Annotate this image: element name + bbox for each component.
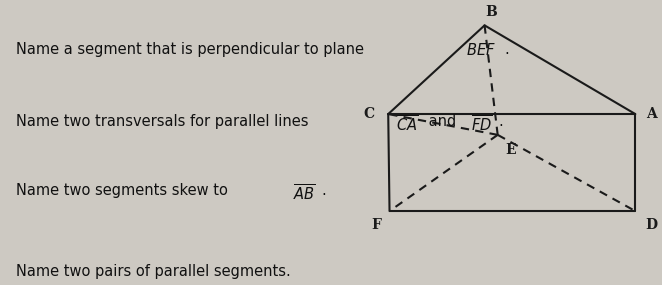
Text: Name two segments skew to: Name two segments skew to <box>16 183 232 198</box>
Text: $\overline{FD}$: $\overline{FD}$ <box>471 114 493 134</box>
Text: E: E <box>506 143 516 157</box>
Text: $\mathit{BEF}$: $\mathit{BEF}$ <box>467 42 496 58</box>
Text: $\overline{AB}$: $\overline{AB}$ <box>293 183 315 203</box>
Text: A: A <box>646 107 657 121</box>
Text: and: and <box>424 114 461 129</box>
Text: Name a segment that is perpendicular to plane: Name a segment that is perpendicular to … <box>16 42 369 57</box>
Text: $\overline{CA}$: $\overline{CA}$ <box>395 114 418 134</box>
Text: .: . <box>498 114 504 129</box>
Text: Name two transversals for parallel lines: Name two transversals for parallel lines <box>16 114 313 129</box>
Text: .: . <box>504 42 509 57</box>
Text: D: D <box>645 218 658 232</box>
Text: .: . <box>322 183 326 198</box>
Text: B: B <box>485 5 497 19</box>
Text: Name two pairs of parallel segments.: Name two pairs of parallel segments. <box>16 264 291 279</box>
Text: C: C <box>363 107 374 121</box>
Text: F: F <box>371 218 381 232</box>
